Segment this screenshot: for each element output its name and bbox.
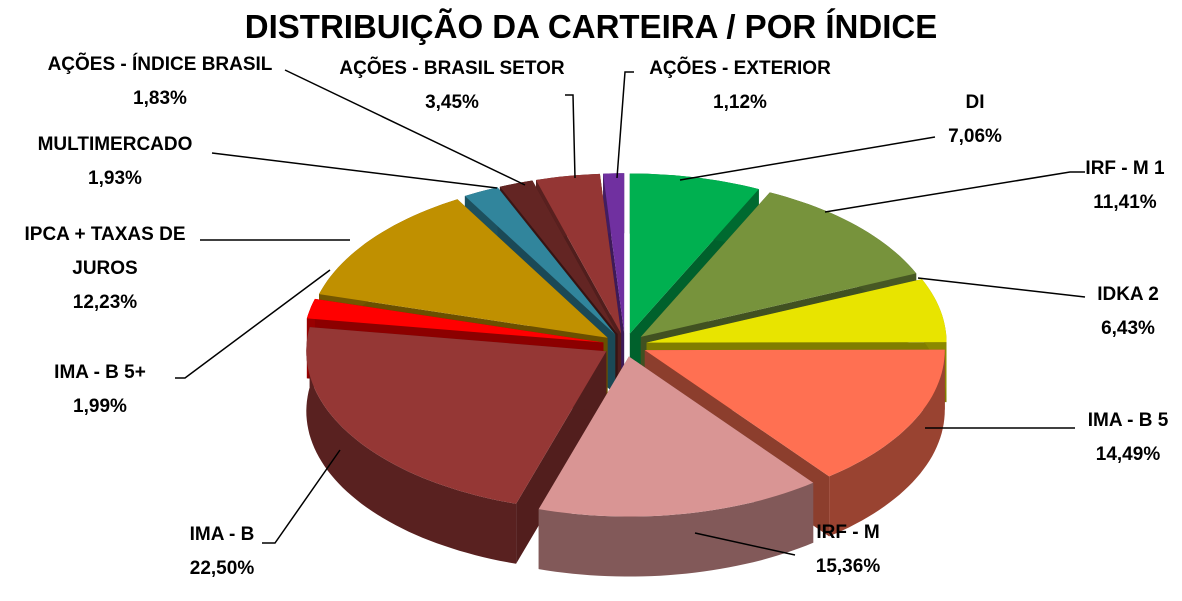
slice-top (536, 173, 622, 334)
slice-label: IMA - B 5 14,49% (1088, 404, 1169, 472)
slice-wall (829, 349, 945, 537)
category-label: IPCA + TAXAS DE JUROS (24, 224, 186, 279)
chart-title: DISTRIBUIÇÃO DA CARTEIRA / POR ÍNDICE (244, 8, 938, 45)
slice-top (603, 173, 625, 334)
leader-line (175, 269, 331, 379)
value-label: 1,83% (133, 88, 187, 109)
category-label: MULTIMERCADO (37, 134, 193, 155)
category-label: AÇÕES - EXTERIOR (649, 58, 831, 79)
leader-line (616, 71, 634, 179)
slice-label: IPCA + TAXAS DE JUROS 12,23% (5, 218, 205, 320)
slice-wall (538, 482, 814, 577)
slice-top (464, 187, 616, 335)
value-label: 6,43% (1101, 318, 1155, 339)
category-label: IMA - B (189, 524, 255, 545)
slice-wall (306, 327, 517, 564)
category-label: IMA - B 5+ (54, 362, 146, 383)
value-label: 1,12% (713, 92, 767, 113)
slice (306, 327, 607, 564)
slice-label: AÇÕES - ÍNDICE BRASIL 1,83% (48, 48, 273, 116)
value-label: 14,49% (1095, 444, 1161, 465)
leader-line (917, 277, 1086, 298)
slice (538, 356, 814, 577)
value-label: 1,99% (73, 396, 127, 417)
value-label: 22,50% (189, 558, 255, 579)
category-label: AÇÕES - ÍNDICE BRASIL (47, 54, 273, 75)
slice-label: AÇÕES - BRASIL SETOR 3,45% (339, 52, 564, 120)
slice-top (646, 279, 947, 343)
leader-line (211, 152, 498, 189)
value-label: 12,23% (72, 292, 138, 313)
leader-line (284, 69, 526, 186)
value-label: 1,93% (88, 168, 142, 189)
leader-line (565, 94, 576, 179)
slice-label: IRF - M 1 11,41% (1085, 152, 1164, 220)
leader-line (824, 171, 1085, 213)
slice-label: IDKA 2 6,43% (1097, 278, 1159, 346)
value-label: 7,06% (948, 126, 1002, 147)
leader-line (679, 136, 936, 181)
slice-label: DI 7,06% (948, 86, 1002, 154)
value-label: 3,45% (425, 92, 479, 113)
slice-top (306, 327, 607, 504)
value-label: 11,41% (1093, 192, 1157, 213)
leader-line (694, 532, 796, 556)
slice-label: AÇÕES - EXTERIOR 1,12% (649, 52, 831, 120)
slice-top (499, 180, 618, 334)
slice-label: IRF - M 15,36% (816, 516, 880, 584)
category-label: DI (965, 92, 985, 113)
category-label: IMA - B 5 (1087, 410, 1169, 431)
slice-top (640, 192, 917, 337)
slice-top (306, 298, 604, 343)
category-label: IDKA 2 (1097, 284, 1159, 305)
slice-top (629, 173, 759, 334)
category-label: IRF - M 1 (1085, 158, 1165, 179)
slice-label: MULTIMERCADO 1,93% (38, 128, 193, 196)
slice-label: IMA - B 22,50% (190, 518, 255, 586)
category-label: IRF - M (816, 522, 880, 543)
leader-line (262, 449, 341, 544)
category-label: AÇÕES - BRASIL SETOR (339, 58, 565, 79)
slice-top (644, 349, 945, 477)
value-label: 15,36% (815, 556, 881, 577)
slice-label: IMA - B 5+ 1,99% (54, 356, 146, 424)
slice-top (538, 356, 814, 517)
slice-top (319, 199, 608, 338)
